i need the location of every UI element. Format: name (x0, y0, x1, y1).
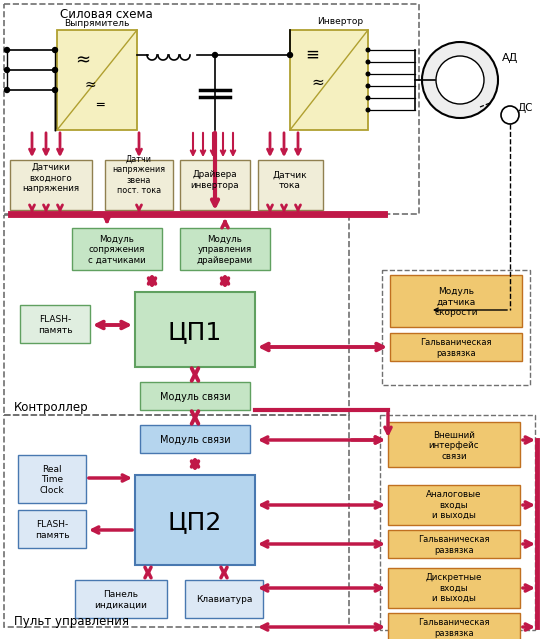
Bar (4, 215, 349, 415)
Circle shape (366, 48, 370, 52)
Bar (135, 475, 255, 565)
Text: Гальваническая
развязка: Гальваническая развязка (418, 535, 490, 555)
Text: Драйвера
инвертора: Драйвера инвертора (191, 171, 240, 190)
Bar (10, 160, 92, 210)
Text: Инвертор: Инвертор (317, 17, 363, 26)
Text: Панель
индикации: Панель индикации (94, 590, 147, 610)
Bar (105, 160, 173, 210)
Bar (390, 275, 522, 327)
Bar (18, 455, 86, 503)
Bar (18, 510, 86, 548)
Circle shape (53, 68, 57, 72)
Circle shape (4, 88, 10, 93)
Bar (258, 160, 323, 210)
Bar (20, 305, 90, 343)
Text: Клавиатура: Клавиатура (196, 596, 252, 604)
Circle shape (212, 52, 217, 58)
Text: Модуль
датчика
скорости: Модуль датчика скорости (434, 287, 478, 317)
Bar (380, 415, 535, 630)
Text: FLASH-
память: FLASH- память (38, 315, 72, 335)
Circle shape (436, 56, 484, 104)
Text: ≈: ≈ (84, 78, 96, 92)
Text: FLASH-
память: FLASH- память (35, 520, 69, 540)
Text: АД: АД (502, 53, 518, 63)
Text: ≡: ≡ (305, 46, 319, 64)
Bar (4, 4, 419, 214)
Text: Гальваническая
развязка: Гальваническая развязка (420, 338, 492, 358)
Circle shape (366, 72, 370, 76)
Text: Аналоговые
входы
и выходы: Аналоговые входы и выходы (427, 490, 482, 520)
Circle shape (53, 47, 57, 52)
Circle shape (4, 47, 10, 52)
Bar (57, 30, 137, 130)
Bar (388, 530, 520, 558)
Text: Датчи
напряжения
звена
пост. тока: Датчи напряжения звена пост. тока (112, 155, 165, 195)
Bar (185, 580, 263, 618)
Circle shape (366, 108, 370, 112)
Text: Модуль
сопряжения
с датчиками: Модуль сопряжения с датчиками (88, 235, 146, 265)
Text: ДС: ДС (517, 103, 533, 113)
Text: ЦП1: ЦП1 (168, 320, 222, 344)
Bar (4, 415, 349, 627)
Text: Дискретные
входы
и выходы: Дискретные входы и выходы (426, 573, 482, 603)
Bar (388, 613, 520, 639)
Text: ═: ═ (96, 98, 104, 111)
Text: Контроллер: Контроллер (14, 401, 89, 415)
Bar (388, 485, 520, 525)
Bar (388, 568, 520, 608)
Text: ≈: ≈ (312, 75, 324, 89)
Bar (140, 425, 250, 453)
Text: Внешний
интерфейс
связи: Внешний интерфейс связи (429, 431, 479, 461)
Bar (180, 160, 250, 210)
Text: Гальваническая
развязка: Гальваническая развязка (418, 619, 490, 638)
Circle shape (366, 84, 370, 88)
Bar (72, 228, 162, 270)
Text: Датчик
тока: Датчик тока (273, 171, 307, 190)
Text: Модуль
управления
драйверами: Модуль управления драйверами (197, 235, 253, 265)
Bar (135, 292, 255, 367)
Bar (180, 228, 270, 270)
Circle shape (366, 60, 370, 64)
Bar (390, 333, 522, 361)
Text: Пульт управления: Пульт управления (14, 615, 129, 627)
Circle shape (501, 106, 519, 124)
Circle shape (287, 52, 293, 58)
Text: ≈: ≈ (75, 51, 91, 69)
Circle shape (366, 96, 370, 100)
Bar (382, 270, 530, 385)
Text: Выпрямитель: Выпрямитель (64, 19, 130, 27)
Text: ЦП2: ЦП2 (168, 510, 222, 534)
Text: Силовая схема: Силовая схема (60, 8, 153, 20)
Circle shape (53, 88, 57, 93)
Bar (75, 580, 167, 618)
Circle shape (422, 42, 498, 118)
Text: Модуль связи: Модуль связи (160, 392, 230, 402)
Bar (388, 422, 520, 467)
Bar (290, 30, 368, 130)
Circle shape (4, 68, 10, 72)
Text: Модуль связи: Модуль связи (160, 435, 230, 445)
Text: Real
Time
Clock: Real Time Clock (40, 465, 64, 495)
Bar (140, 382, 250, 410)
Text: Датчики
входного
напряжения: Датчики входного напряжения (22, 163, 80, 193)
